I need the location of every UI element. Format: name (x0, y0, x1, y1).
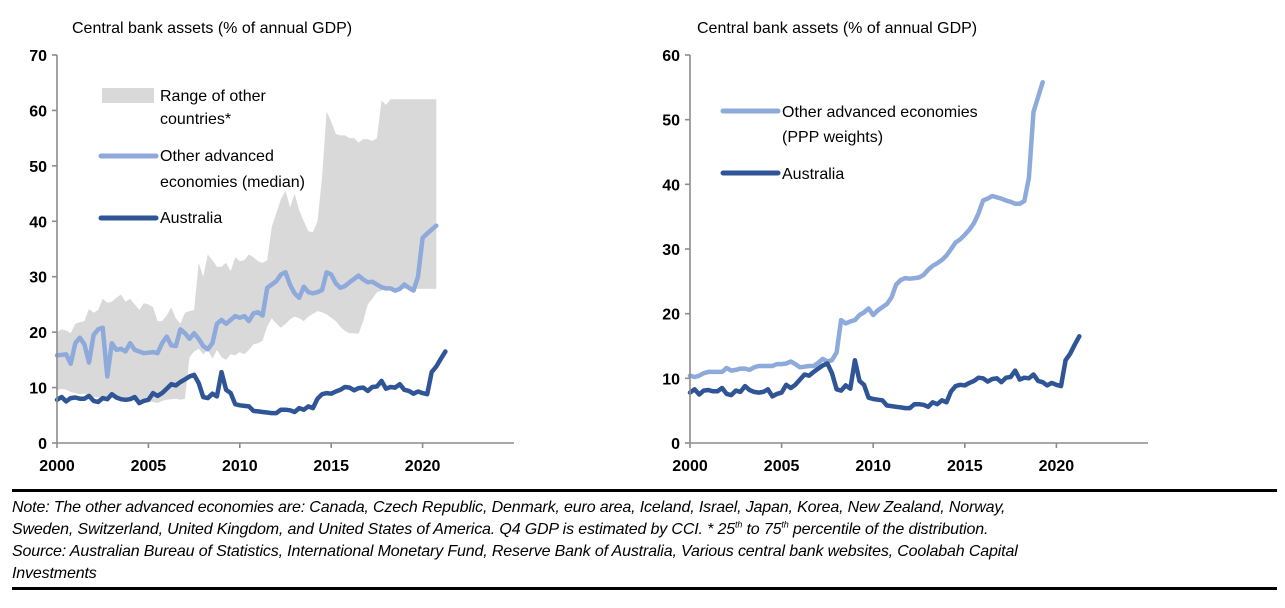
legend-label-ppp-2: (PPP weights) (782, 129, 883, 146)
y-tick-label: 30 (662, 242, 680, 259)
x-tick-label: 2000 (672, 458, 708, 475)
chart-title: Central bank assets (% of annual GDP) (697, 20, 977, 37)
x-tick-label: 2000 (39, 458, 75, 475)
range-band (57, 99, 437, 404)
legend: Other advanced economies (PPP weights) A… (720, 104, 978, 183)
y-tick-label: 10 (662, 371, 680, 388)
legend-label-band: Range of other (160, 88, 267, 105)
note-text: percentile of the distribution. (788, 521, 989, 538)
notes-block: Note: The other advanced economies are: … (12, 489, 1277, 590)
y-tick-label: 10 (29, 381, 47, 398)
y-tick-label: 60 (29, 103, 47, 120)
x-tick-label: 2020 (405, 458, 441, 475)
plot-area (687, 79, 1082, 411)
y-tick-label: 40 (662, 177, 680, 194)
note-text: to 75 (742, 521, 782, 538)
source-line-1: Source: Australian Bureau of Statistics,… (12, 543, 1018, 560)
y-tick-label: 50 (662, 113, 680, 130)
series-line-australia (54, 349, 448, 416)
legend-label-australia: Australia (782, 166, 844, 183)
x-tick-label: 2005 (764, 458, 800, 475)
note-superscript: th (734, 519, 743, 530)
axes: 0 10 20 30 40 50 60 2000 2005 2010 2015 2020 (662, 48, 1148, 475)
y-tick-label: 20 (662, 307, 680, 324)
legend-label-median: Other advanced (160, 148, 274, 165)
x-tick-label: 2010 (222, 458, 258, 475)
plot-area (54, 99, 448, 416)
chart-title: Central bank assets (% of annual GDP) (72, 20, 352, 37)
x-tick-label: 2020 (1039, 458, 1075, 475)
axes: 0 10 20 30 40 50 60 70 2000 2005 2010 2015 2020 (29, 48, 514, 475)
chart-right: Central bank assets (% of annual GDP) 0 1… (662, 20, 1148, 475)
legend-label-ppp: Other advanced economies (782, 104, 978, 121)
y-tick-label: 30 (29, 270, 47, 287)
legend-swatch-band (102, 88, 154, 103)
series-line-other-advanced-economies-median (54, 223, 439, 379)
y-tick-label: 50 (29, 159, 47, 176)
x-tick-label: 2010 (855, 458, 891, 475)
series-line-other-advanced-economies-ppp-weights (687, 79, 1045, 380)
y-tick-label: 20 (29, 325, 47, 342)
legend-label-band-2: countries* (160, 111, 231, 128)
y-tick-label: 40 (29, 214, 47, 231)
legend-label-australia: Australia (160, 210, 222, 227)
y-tick-label: 0 (38, 436, 47, 453)
chart-left: Central bank assets (% of annual GDP) 0 1… (29, 20, 514, 475)
legend-label-median-2: economies (median) (160, 174, 305, 191)
legend: Range of other countries* Other advanced… (98, 88, 305, 227)
y-tick-label: 70 (29, 48, 47, 65)
note-line-2: Sweden, Switzerland, United Kingdom, and… (12, 519, 1277, 541)
y-tick-label: 0 (671, 436, 680, 453)
x-tick-label: 2015 (313, 458, 349, 475)
x-tick-label: 2005 (131, 458, 167, 475)
x-tick-label: 2015 (947, 458, 983, 475)
note-superscript: th (781, 519, 789, 530)
series-line-australia (687, 334, 1082, 411)
y-tick-label: 60 (662, 48, 680, 65)
source-line-2: Investments (12, 565, 97, 582)
note-text: Sweden, Switzerland, United Kingdom, and… (12, 521, 735, 538)
note-line-1: Note: The other advanced economies are: … (12, 499, 1006, 516)
